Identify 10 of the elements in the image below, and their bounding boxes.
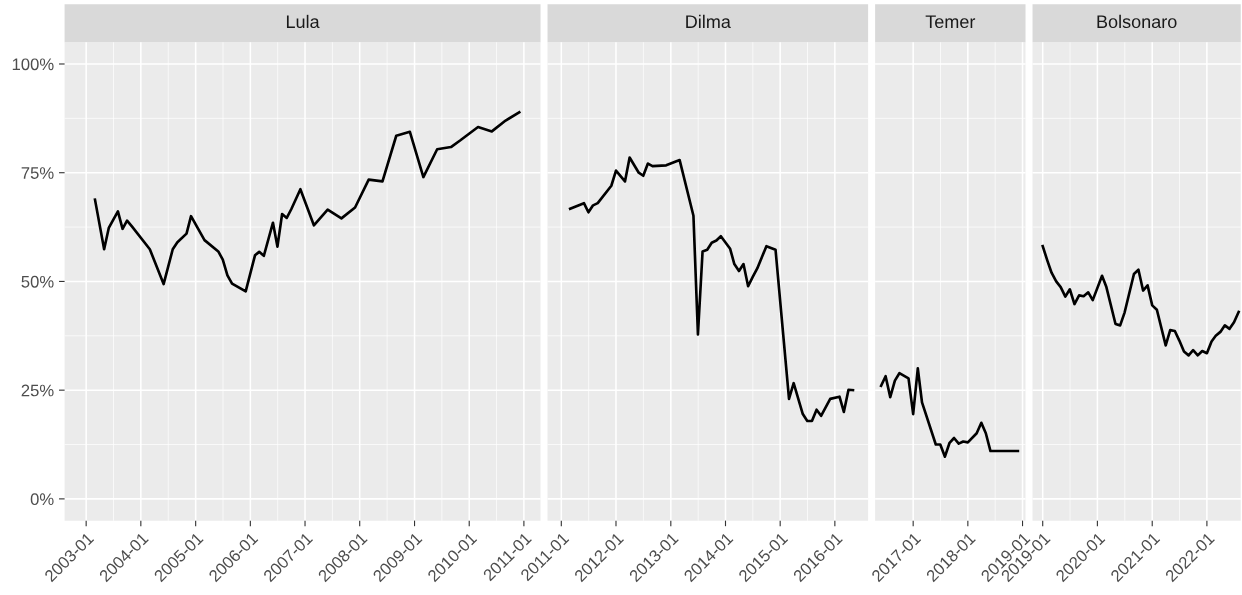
y-tick-label: 75%	[21, 167, 54, 179]
chart-title: Lula	[286, 14, 320, 29]
y-tick-label: 100%	[12, 58, 54, 71]
y-tick-label: 25%	[21, 384, 54, 397]
line-series	[93, 110, 521, 293]
chart-title: Temer	[925, 15, 976, 29]
y-tick-label: 0%	[30, 493, 54, 506]
chart-title: Bolsonaro	[1097, 14, 1177, 29]
y-tick-label: 50%	[21, 275, 54, 288]
chart-title: Dilma	[686, 14, 731, 29]
